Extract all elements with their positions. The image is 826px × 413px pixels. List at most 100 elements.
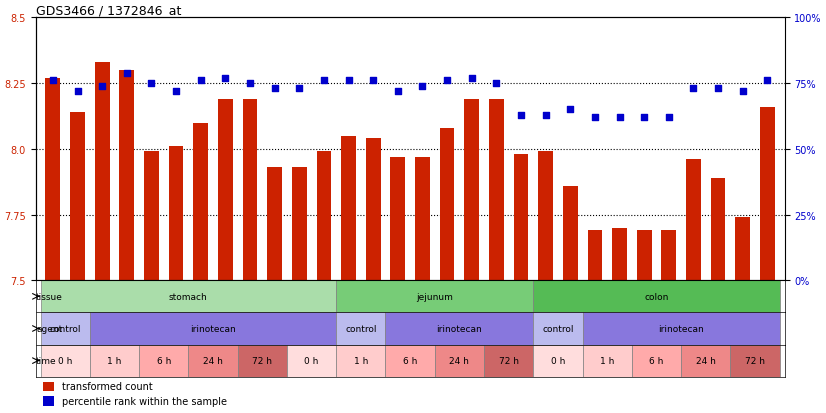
Bar [243,100,258,280]
Point [687,86,700,93]
Text: stomach: stomach [169,292,208,301]
Point [71,88,84,95]
Bar [612,228,627,280]
Point [96,83,109,90]
Bar [760,107,775,280]
Text: 6 h: 6 h [157,356,171,365]
Text: 72 h: 72 h [499,356,519,365]
Bar [341,136,356,280]
Text: 24 h: 24 h [203,356,223,365]
Point [219,75,232,82]
Point [515,112,528,119]
FancyBboxPatch shape [632,345,681,377]
Text: 0 h: 0 h [551,356,565,365]
FancyBboxPatch shape [582,345,632,377]
Text: 24 h: 24 h [449,356,469,365]
FancyBboxPatch shape [336,345,386,377]
Text: jejunum: jejunum [416,292,453,301]
Text: irinotecan: irinotecan [436,324,482,333]
Point [761,78,774,85]
Text: 1 h: 1 h [107,356,121,365]
FancyBboxPatch shape [386,345,434,377]
Bar [539,152,553,280]
Point [465,75,478,82]
Text: GDS3466 / 1372846_at: GDS3466 / 1372846_at [36,4,181,17]
Point [490,81,503,87]
FancyBboxPatch shape [534,313,582,345]
FancyBboxPatch shape [40,313,90,345]
Bar [415,157,430,280]
Bar [637,231,652,280]
Bar [686,160,700,280]
FancyBboxPatch shape [238,345,287,377]
FancyBboxPatch shape [730,345,780,377]
Point [539,112,553,119]
Bar [439,128,454,280]
Bar [366,139,381,280]
Text: control: control [345,324,377,333]
Bar [292,168,306,280]
Point [638,115,651,121]
Point [588,115,601,121]
Point [121,70,134,77]
Text: 0 h: 0 h [305,356,319,365]
FancyBboxPatch shape [386,313,534,345]
Text: time: time [36,356,57,365]
Text: 1 h: 1 h [600,356,615,365]
Bar [464,100,479,280]
Point [711,86,724,93]
FancyBboxPatch shape [188,345,238,377]
Bar [563,186,577,280]
Bar [144,152,159,280]
Text: 72 h: 72 h [745,356,765,365]
Point [317,78,330,85]
Text: 72 h: 72 h [252,356,273,365]
Point [440,78,453,85]
Bar [268,168,282,280]
Bar [218,100,233,280]
Text: percentile rank within the sample: percentile rank within the sample [62,396,227,406]
Text: 6 h: 6 h [403,356,417,365]
FancyBboxPatch shape [40,280,336,313]
Text: irinotecan: irinotecan [658,324,704,333]
Bar [169,147,183,280]
Text: colon: colon [644,292,669,301]
Text: control: control [50,324,81,333]
Text: 6 h: 6 h [649,356,663,365]
FancyBboxPatch shape [336,280,534,313]
FancyBboxPatch shape [139,345,188,377]
Point [563,107,577,114]
Text: agent: agent [36,324,63,333]
Text: 24 h: 24 h [695,356,715,365]
FancyBboxPatch shape [90,345,139,377]
FancyBboxPatch shape [40,345,90,377]
FancyBboxPatch shape [336,313,386,345]
FancyBboxPatch shape [287,345,336,377]
Point [342,78,355,85]
FancyBboxPatch shape [534,280,780,313]
FancyBboxPatch shape [484,345,534,377]
FancyBboxPatch shape [534,345,582,377]
Text: tissue: tissue [36,292,63,301]
Point [169,88,183,95]
Point [613,115,626,121]
Point [244,81,257,87]
Point [46,78,59,85]
Bar [95,63,110,280]
Point [736,88,749,95]
Bar [316,152,331,280]
Bar [45,78,60,280]
Point [415,83,429,90]
FancyBboxPatch shape [90,313,336,345]
Text: transformed count: transformed count [62,382,153,392]
Text: irinotecan: irinotecan [190,324,236,333]
Point [292,86,306,93]
Bar [735,218,750,280]
Bar [662,231,676,280]
Bar [489,100,504,280]
Point [367,78,380,85]
Bar [43,382,55,391]
Bar [43,396,55,406]
Bar [70,113,85,280]
Point [392,88,405,95]
